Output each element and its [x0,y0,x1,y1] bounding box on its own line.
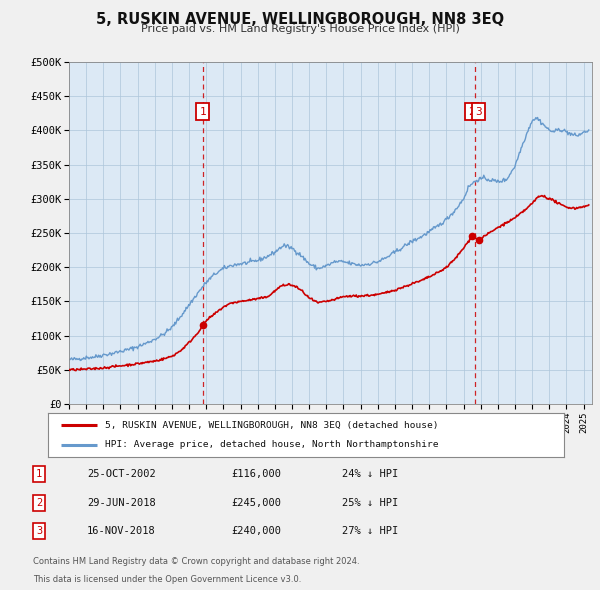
Text: 27% ↓ HPI: 27% ↓ HPI [342,526,398,536]
Text: 5, RUSKIN AVENUE, WELLINGBOROUGH, NN8 3EQ (detached house): 5, RUSKIN AVENUE, WELLINGBOROUGH, NN8 3E… [105,421,438,430]
Text: £245,000: £245,000 [231,498,281,507]
Text: 25% ↓ HPI: 25% ↓ HPI [342,498,398,507]
Text: HPI: Average price, detached house, North Northamptonshire: HPI: Average price, detached house, Nort… [105,440,438,450]
Text: 16-NOV-2018: 16-NOV-2018 [87,526,156,536]
Text: 1: 1 [36,469,42,478]
Text: 3: 3 [476,107,482,117]
Text: 5, RUSKIN AVENUE, WELLINGBOROUGH, NN8 3EQ: 5, RUSKIN AVENUE, WELLINGBOROUGH, NN8 3E… [96,12,504,27]
Text: This data is licensed under the Open Government Licence v3.0.: This data is licensed under the Open Gov… [33,575,301,584]
Text: 2: 2 [468,107,475,117]
Text: 2: 2 [36,498,42,507]
Text: Contains HM Land Registry data © Crown copyright and database right 2024.: Contains HM Land Registry data © Crown c… [33,558,359,566]
Text: 3: 3 [36,526,42,536]
Text: £116,000: £116,000 [231,469,281,478]
Text: Price paid vs. HM Land Registry's House Price Index (HPI): Price paid vs. HM Land Registry's House … [140,24,460,34]
Text: 24% ↓ HPI: 24% ↓ HPI [342,469,398,478]
Text: £240,000: £240,000 [231,526,281,536]
Text: 25-OCT-2002: 25-OCT-2002 [87,469,156,478]
Text: 29-JUN-2018: 29-JUN-2018 [87,498,156,507]
Text: 1: 1 [200,107,206,117]
